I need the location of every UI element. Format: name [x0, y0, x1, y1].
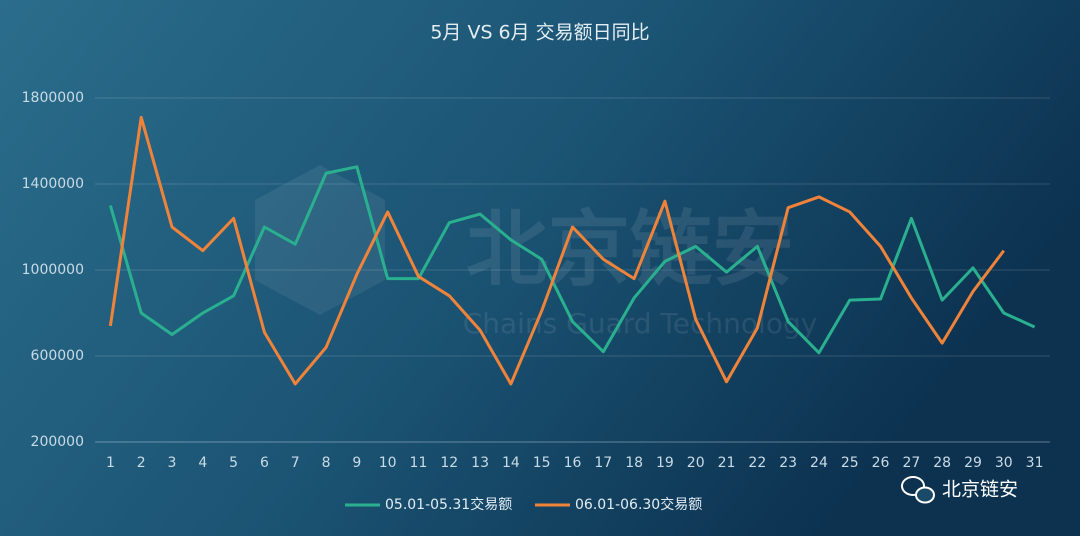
brand-icon	[915, 486, 935, 504]
x-tick-label: 13	[471, 455, 489, 471]
watermark: 北京链安	[466, 202, 794, 297]
x-tick-label: 19	[656, 455, 674, 471]
x-tick-label: 18	[625, 455, 643, 471]
data-line	[108, 115, 1005, 386]
x-tick-label: 28	[933, 455, 951, 471]
x-tick-label: 26	[872, 455, 890, 471]
x-tick-label: 20	[687, 455, 705, 471]
x-tick-label: 3	[168, 455, 177, 471]
x-tick-label: 7	[291, 455, 300, 471]
x-tick-label: 29	[964, 455, 982, 471]
x-tick-label: 24	[810, 455, 828, 471]
x-tick-label: 4	[198, 455, 207, 471]
x-tick-label: 8	[322, 455, 331, 471]
x-tick-label: 2	[137, 455, 146, 471]
x-tick-label: 31	[1026, 455, 1044, 471]
x-tick-label: 12	[440, 455, 458, 471]
x-tick-label: 16	[564, 455, 582, 471]
x-tick-label: 30	[995, 455, 1013, 471]
brand: 北京链安	[901, 476, 1018, 504]
legend-label: 05.01-05.31交易额	[385, 496, 512, 513]
brand-icon	[901, 476, 925, 496]
y-tick-label: 1400000	[22, 176, 84, 192]
x-tick-label: 27	[902, 455, 920, 471]
legend-label: 06.01-06.30交易额	[575, 496, 702, 513]
x-tick-label: 21	[718, 455, 736, 471]
brand-name: 北京链安	[942, 479, 1018, 501]
y-tick-label: 200000	[31, 434, 84, 450]
x-tick-label: 5	[229, 455, 238, 471]
x-tick-label: 10	[379, 455, 397, 471]
x-tick-label: 17	[594, 455, 612, 471]
x-tick-label: 6	[260, 455, 269, 471]
x-tick-label: 15	[533, 455, 551, 471]
x-tick-label: 11	[410, 455, 428, 471]
y-tick-label: 1000000	[22, 262, 84, 278]
y-tick-label: 600000	[31, 348, 84, 364]
x-tick-label: 22	[748, 455, 766, 471]
watermark-logo	[255, 165, 385, 315]
x-tick-label: 25	[841, 455, 859, 471]
x-tick-label: 9	[352, 455, 361, 471]
watermark-subtitle: Chains Guard Technology	[463, 307, 818, 340]
data-line	[108, 165, 1036, 355]
x-tick-label: 14	[502, 455, 520, 471]
y-tick-label: 1800000	[22, 90, 84, 106]
legend: 05.01-05.31交易额 06.01-06.30交易额	[345, 496, 702, 513]
x-tick-label: 23	[779, 455, 797, 471]
chart-title: 5月 VS 6月 交易额日同比	[430, 22, 649, 44]
x-tick-label: 1	[106, 455, 115, 471]
